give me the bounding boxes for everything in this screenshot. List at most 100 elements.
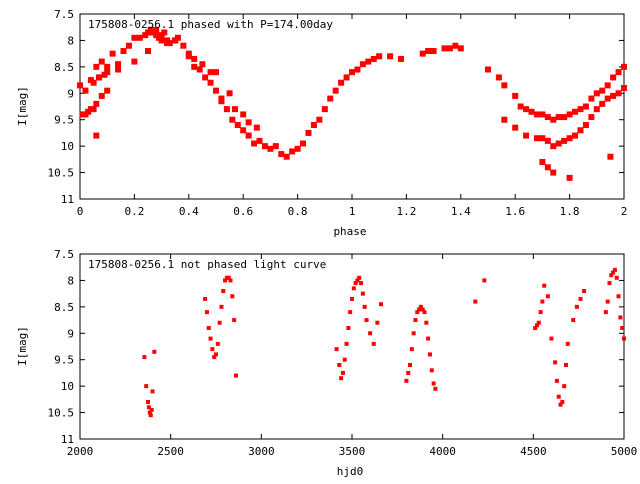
data-point — [207, 79, 214, 86]
data-point — [233, 373, 238, 378]
data-point — [327, 95, 334, 102]
data-point — [614, 275, 619, 280]
data-point — [355, 278, 360, 283]
plot-frame-not-phased — [79, 253, 625, 440]
data-point — [528, 108, 535, 115]
data-point — [223, 106, 230, 113]
data-point — [441, 45, 448, 52]
data-point — [379, 302, 384, 307]
y-tick-label: 9 — [67, 87, 74, 100]
data-point — [234, 122, 241, 128]
data-point — [338, 79, 345, 86]
data-point — [120, 48, 127, 54]
points-phased — [77, 26, 627, 181]
data-point — [90, 79, 97, 86]
y-tick-label: 11 — [61, 193, 74, 206]
data-point — [208, 336, 213, 341]
data-point — [413, 318, 418, 323]
data-point — [87, 106, 94, 113]
data-point — [618, 315, 623, 320]
data-point — [621, 63, 627, 70]
data-point — [131, 34, 138, 41]
x-tick-label: 4500 — [520, 445, 547, 458]
data-point — [433, 386, 438, 391]
data-point — [353, 281, 358, 286]
data-point — [371, 341, 376, 346]
data-point — [350, 296, 354, 301]
data-point — [180, 42, 187, 49]
data-point — [357, 275, 362, 280]
data-point — [98, 92, 105, 99]
data-point — [272, 143, 279, 150]
data-point — [344, 341, 349, 346]
data-point — [376, 53, 383, 60]
data-point — [612, 267, 617, 272]
data-point — [473, 299, 478, 304]
x-tick-label: 0.6 — [233, 205, 253, 218]
data-point — [359, 61, 366, 68]
data-point — [501, 82, 508, 89]
data-point — [115, 61, 122, 68]
data-point — [418, 304, 423, 309]
data-point — [149, 407, 154, 412]
data-point — [146, 400, 150, 404]
data-point — [82, 87, 89, 94]
data-point — [523, 106, 530, 113]
data-point — [332, 87, 339, 94]
data-point — [245, 119, 252, 126]
data-point — [199, 61, 206, 68]
data-point — [604, 95, 611, 102]
y-tick-label: 7.5 — [54, 8, 74, 21]
data-point — [96, 74, 103, 81]
data-point — [582, 289, 587, 293]
x-tick-label: 5000 — [611, 445, 638, 458]
data-point — [427, 352, 432, 357]
data-point — [226, 90, 233, 97]
data-point — [549, 336, 554, 341]
y-tick-label: 10 — [61, 380, 74, 393]
data-point — [98, 58, 105, 65]
data-point — [397, 55, 404, 62]
data-point — [321, 106, 328, 113]
data-point — [229, 116, 236, 123]
data-point — [370, 55, 377, 62]
data-point — [604, 82, 611, 89]
data-point — [452, 42, 459, 49]
x-tick-label: 1.2 — [396, 205, 416, 218]
data-point — [593, 106, 600, 113]
data-point — [136, 34, 143, 41]
data-point — [368, 331, 373, 336]
data-point — [538, 310, 543, 315]
data-point — [339, 376, 344, 381]
data-point — [422, 310, 427, 315]
data-point — [561, 114, 568, 121]
x-tick-label: 1.8 — [560, 205, 580, 218]
panel-phased: 0 0.2 0.4 0.6 0.8 1 1.2 1.4 1.6 1.8 2 7.5 8 8.5 9 9.5 1… — [16, 8, 627, 238]
data-point — [294, 145, 301, 152]
data-point — [593, 90, 600, 97]
data-point — [419, 50, 426, 57]
data-point — [558, 402, 563, 407]
data-point — [566, 174, 573, 181]
data-point — [544, 114, 551, 121]
data-point — [544, 137, 551, 144]
data-point — [556, 394, 561, 399]
data-point — [146, 405, 151, 410]
data-point — [202, 74, 209, 81]
data-point — [93, 132, 100, 139]
data-point — [217, 320, 222, 325]
x-axis-label-not-phased: hjd0 — [337, 465, 364, 478]
x-tick-label: 2 — [621, 205, 628, 218]
data-point — [348, 310, 353, 315]
data-point — [82, 111, 89, 118]
data-point — [561, 137, 568, 144]
y-tick-label: 10 — [61, 140, 74, 153]
data-point — [588, 95, 595, 102]
data-point — [544, 164, 551, 171]
data-point — [495, 74, 502, 81]
y-axis-label-phased: I[mag] — [16, 86, 29, 126]
data-point — [145, 48, 151, 54]
data-point — [577, 106, 584, 113]
data-point — [533, 111, 540, 118]
data-point — [360, 291, 365, 296]
